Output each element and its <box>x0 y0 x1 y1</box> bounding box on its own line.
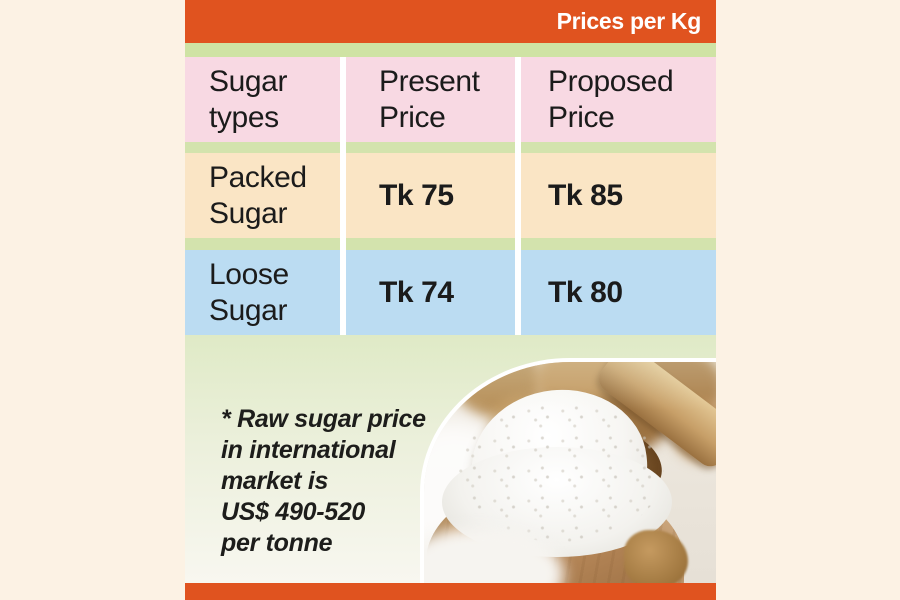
photo-vignette <box>424 362 716 583</box>
row-divider <box>346 142 515 153</box>
column-header-proposed-price: Proposed Price <box>521 57 716 142</box>
footnote-line: in international <box>221 436 396 464</box>
banner-title: Prices per Kg <box>556 8 702 34</box>
row-divider <box>185 238 340 250</box>
row-divider <box>521 142 716 153</box>
table-row-packed-type: Packed Sugar <box>185 153 340 238</box>
bottom-orange-band <box>185 583 716 600</box>
footnote-line: US$ 490-520 <box>221 498 366 526</box>
infographic-panel: Prices per Kg Sugar types Present Price … <box>185 0 716 600</box>
row-divider <box>346 238 515 250</box>
sugar-grain-texture <box>454 402 664 542</box>
table-row-packed-present: Tk 75 <box>346 153 515 238</box>
footnote-line: market is <box>221 467 329 495</box>
table-row-loose-type: Loose Sugar <box>185 250 340 335</box>
row-divider <box>185 142 340 153</box>
column-header-sugar-types: Sugar types <box>185 57 340 142</box>
row-divider <box>521 238 716 250</box>
table-row-loose-proposed: Tk 80 <box>521 250 716 335</box>
brown-sugar-chunk <box>624 530 688 583</box>
sugar-bowl-photo <box>420 358 716 583</box>
footnote-line: * Raw sugar price <box>221 405 426 433</box>
price-table: Sugar types Present Price Proposed Price… <box>185 57 716 335</box>
column-header-present-price: Present Price <box>346 57 515 142</box>
divider-strip-top <box>185 43 716 57</box>
footnote: * Raw sugar price in international marke… <box>221 404 426 559</box>
title-banner: Prices per Kg <box>185 0 716 43</box>
table-row-packed-proposed: Tk 85 <box>521 153 716 238</box>
footnote-line: per tonne <box>221 529 333 557</box>
table-row-loose-present: Tk 74 <box>346 250 515 335</box>
